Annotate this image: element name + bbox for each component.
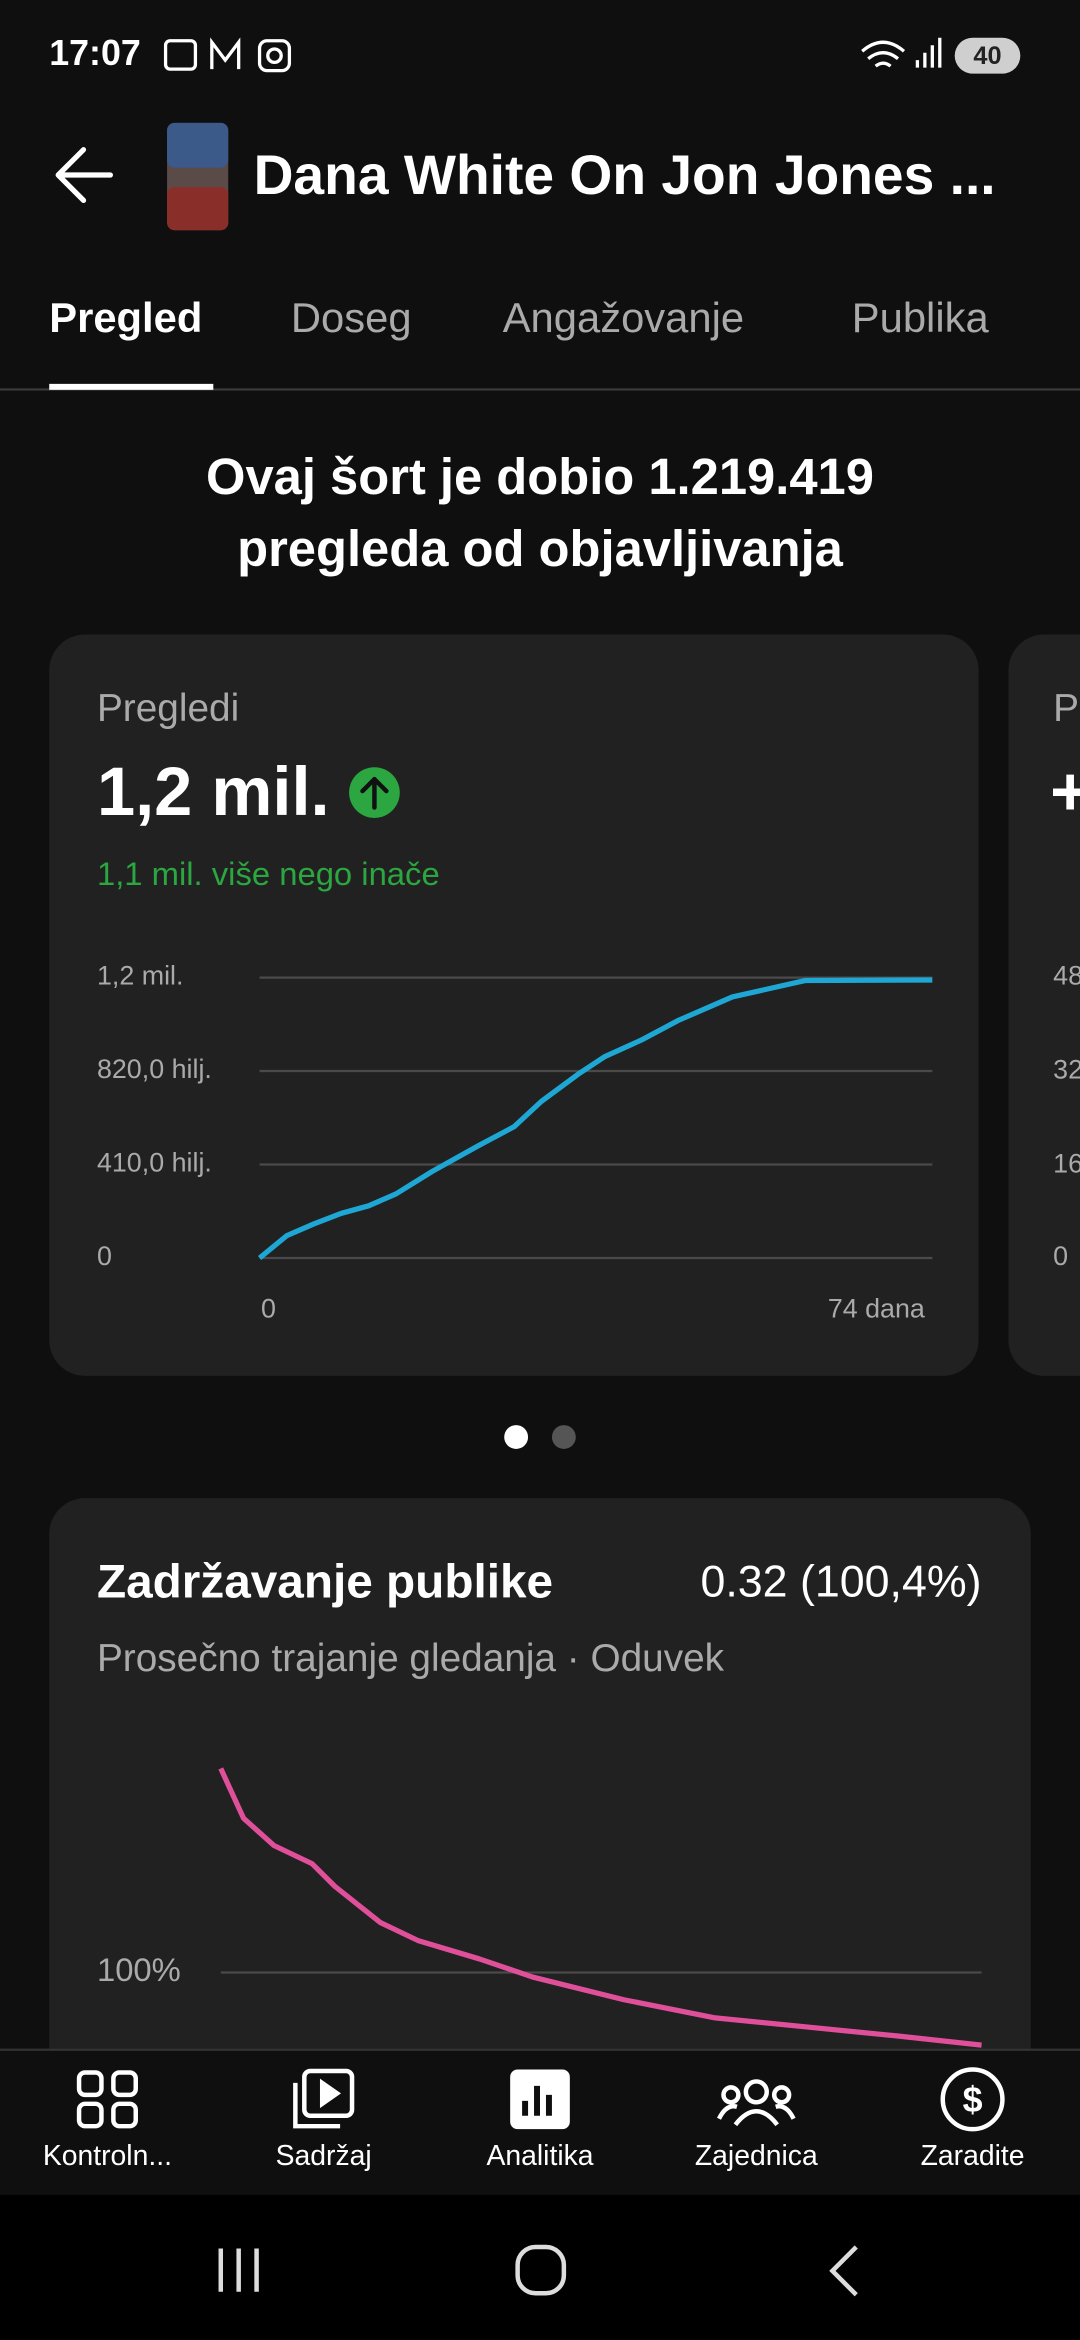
system-nav xyxy=(0,2194,1080,2340)
y-tick-label: 32 xyxy=(1053,1055,1080,1085)
tab[interactable]: Pregled xyxy=(49,294,202,341)
retention-card[interactable] xyxy=(49,1498,1031,2125)
battery-level: 40 xyxy=(973,42,1001,70)
thumbnail-detail xyxy=(167,186,229,231)
retention-chart: 100% xyxy=(97,1767,982,2048)
system-nav-buttons[interactable] xyxy=(218,2244,858,2297)
y-tick-label: 48 xyxy=(1053,961,1080,991)
data-line xyxy=(257,977,933,1261)
y-tick-label: 16 xyxy=(1053,1149,1080,1179)
nav-label[interactable]: Kontroln... xyxy=(43,2140,172,2172)
card-value: 0.32 (100,4%) xyxy=(700,1557,981,1607)
card-value: 1,2 mil. xyxy=(97,753,330,830)
tab[interactable]: Publika xyxy=(852,294,990,341)
video-title: Dana White On Jon Jones ... xyxy=(254,144,996,206)
headline: Ovaj šort je dobio 1.219.419 xyxy=(206,448,874,505)
card-value: + xyxy=(1050,753,1080,830)
card-subtitle: Prosečno trajanje gledanja · Oduvek xyxy=(97,1637,725,1680)
tab[interactable]: Angažovanje xyxy=(503,294,744,341)
headline: pregleda od objavljivanja xyxy=(237,520,844,577)
tab-divider xyxy=(0,388,1080,391)
nav-icon-detail xyxy=(522,2085,552,2116)
nav-icon-detail: $ xyxy=(963,2080,983,2120)
data-line xyxy=(218,1767,982,2048)
thumbnail-detail xyxy=(167,122,229,168)
nav-label[interactable]: Zaradite xyxy=(921,2140,1025,2172)
views-card[interactable] xyxy=(49,634,979,1376)
y-tick-label: 820,0 hilj. xyxy=(97,1054,212,1084)
y-tick-label: 0 xyxy=(1053,1241,1068,1271)
pager-dot-active[interactable] xyxy=(504,1425,529,1449)
y-tick-label: 1,2 mil. xyxy=(97,961,184,991)
status-time: 17:07 xyxy=(49,33,141,73)
card-label: P xyxy=(1053,687,1079,730)
status-icons xyxy=(163,37,942,73)
x-tick-label: 74 dana xyxy=(828,1293,925,1323)
y-tick-label: 0 xyxy=(97,1241,112,1271)
y-tick-label: 100% xyxy=(97,1951,181,1988)
tab-indicator xyxy=(49,383,214,390)
trend-arrow xyxy=(360,776,389,810)
views-chart: 0 410,0 hilj. 820,0 hilj. 1,2 mil. 0 74 dana xyxy=(97,961,933,1323)
tab[interactable]: Doseg xyxy=(291,294,412,341)
nav-icons xyxy=(76,2067,1005,2132)
back-button[interactable] xyxy=(55,147,113,203)
y-tick-label: 410,0 hilj. xyxy=(97,1148,212,1178)
next-card[interactable] xyxy=(1008,634,1080,1376)
nav-label[interactable]: Sadržaj xyxy=(276,2140,372,2172)
card-label: Pregledi xyxy=(97,687,239,730)
x-tick-label: 0 xyxy=(261,1293,276,1323)
nav-label[interactable]: Zajednica xyxy=(695,2140,818,2172)
pager-dot[interactable] xyxy=(551,1425,576,1449)
nav-divider xyxy=(0,2048,1080,2051)
nav-label[interactable]: Analitika xyxy=(486,2140,593,2172)
battery xyxy=(954,37,1021,74)
comparison: 1,1 mil. više nego inače xyxy=(97,855,440,892)
card-title: Zadržavanje publike xyxy=(97,1555,553,1608)
